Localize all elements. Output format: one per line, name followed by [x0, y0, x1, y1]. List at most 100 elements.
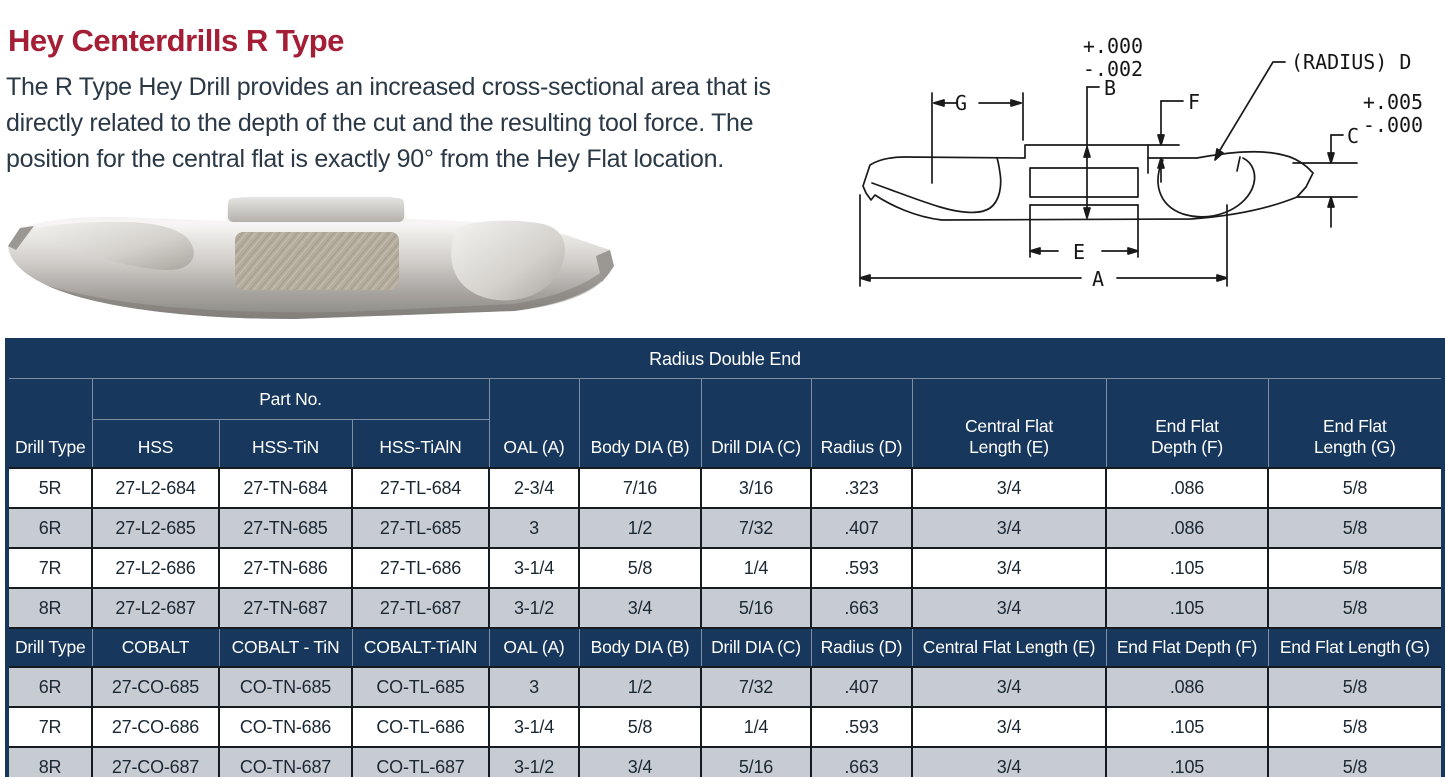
table-cell: .086 [1105, 507, 1269, 549]
group-header-part-no: Part No. [91, 378, 490, 420]
table-header-cobalt: Drill Type COBALT COBALT - TiN COBALT-Ti… [6, 627, 1444, 668]
col-header-end-flat-depth: End Flat Depth (F) [1105, 627, 1269, 668]
table-cell: 2-3/4 [488, 467, 580, 509]
dim-label-e: E [1073, 240, 1085, 264]
table-cell: 5/8 [1266, 706, 1445, 748]
table-cell: 1/2 [578, 666, 702, 708]
table-cell: 8R [6, 587, 93, 629]
spec-table-container: Radius Double End Drill Type Part No. OA… [5, 338, 1445, 777]
table-cell: 5/8 [1266, 547, 1445, 589]
table-cell: 27-L2-687 [91, 587, 220, 629]
table-cell: .105 [1105, 706, 1269, 748]
col-header-body-dia: Body DIA (B) [578, 378, 702, 469]
table-cell: CO-TL-687 [351, 746, 490, 777]
tol-b-plus: +.000 [1083, 34, 1143, 58]
table-row: 8R 27-CO-687 CO-TN-687 CO-TL-687 3-1/2 3/4 5/1… [6, 746, 1445, 777]
table-cell: 5/8 [1266, 746, 1445, 777]
table-cell: 3/4 [911, 467, 1107, 509]
dim-label-b: B [1104, 76, 1116, 100]
radius-d-label: (RADIUS) D [1291, 50, 1411, 74]
table-row: 5R 27-L2-684 27-TN-684 27-TL-684 2-3/4 7/16 3/… [6, 467, 1445, 509]
table-cell: 27-CO-685 [91, 666, 220, 708]
table-cell: 3/4 [911, 706, 1107, 748]
col-header-drill-type: Drill Type [6, 627, 93, 668]
table-cell: 3/4 [911, 666, 1107, 708]
tol-d-minus: -.000 [1363, 113, 1423, 137]
table-cell: 5R [6, 467, 93, 509]
col-header-hss-tin: HSS-TiN [218, 419, 353, 469]
table-cell: CO-TN-687 [218, 746, 353, 777]
table-cell: 3 [488, 666, 580, 708]
table-cell: 7R [6, 547, 93, 589]
table-cell: 27-TN-684 [218, 467, 353, 509]
table-cell: 27-CO-687 [91, 746, 220, 777]
col-header-cobalt-tin: COBALT - TiN [218, 627, 353, 668]
table-cell: 3/4 [911, 507, 1107, 549]
table-cell: 3/4 [911, 746, 1107, 777]
table-cell: 3-1/4 [488, 547, 580, 589]
col-header-hss: HSS [91, 419, 220, 469]
table-cell: 6R [6, 666, 93, 708]
table-cell: 5/8 [578, 706, 702, 748]
col-header-central-flat: Central Flat Length (E) [911, 627, 1107, 668]
table-cell: 27-L2-685 [91, 507, 220, 549]
table-row: 8R 27-L2-687 27-TN-687 27-TL-687 3-1/2 3/4 5/1… [6, 587, 1445, 629]
tol-b-minus: -.002 [1083, 57, 1143, 81]
table-cell: .407 [810, 507, 913, 549]
col-header-drill-dia: Drill DIA (C) [700, 378, 812, 469]
table-cell: 8R [6, 746, 93, 777]
col-header-oal: OAL (A) [488, 627, 580, 668]
table-title: Radius Double End [6, 339, 1444, 379]
table-cell: 5/8 [578, 547, 702, 589]
table-cell: .593 [810, 706, 913, 748]
table-cell: 3/4 [578, 587, 702, 629]
dim-label-g: G [955, 91, 967, 115]
table-cell: 27-TN-687 [218, 587, 353, 629]
table-cell: .105 [1105, 746, 1269, 777]
table-cell: .086 [1105, 467, 1269, 509]
table-row: 6R 27-L2-685 27-TN-685 27-TL-685 3 1/2 7/32.40… [6, 507, 1445, 549]
table-cell: 3-1/2 [488, 587, 580, 629]
dim-label-c: C [1347, 124, 1359, 148]
table-row: 7R 27-L2-686 27-TN-686 27-TL-686 3-1/4 5/8 1/4… [6, 547, 1445, 589]
table-cell: CO-TL-686 [351, 706, 490, 748]
table-cell: 1/2 [578, 507, 702, 549]
table-cell: CO-TN-686 [218, 706, 353, 748]
left-flute [871, 157, 1002, 214]
col-header-end-flat-depth: End Flat Depth (F) [1105, 378, 1269, 469]
table-cell: 5/8 [1266, 507, 1445, 549]
col-header-radius: Radius (D) [810, 378, 913, 469]
table-cell: 27-TL-685 [351, 507, 490, 549]
table-cell: .407 [810, 666, 913, 708]
table-cell: 7/16 [578, 467, 702, 509]
table-cell: 3-1/4 [488, 706, 580, 748]
table-cell: 5/16 [700, 746, 812, 777]
col-header-end-flat-length: End Flat Length (G) [1267, 627, 1444, 668]
table-cell: 6R [6, 507, 93, 549]
table-cell: 1/4 [700, 547, 812, 589]
page-title: Hey Centerdrills R Type [8, 22, 344, 58]
table-cell: 1/4 [700, 706, 812, 748]
col-header-cobalt-tialn: COBALT-TiAlN [351, 627, 490, 668]
dimension-diagram: G B F C E A (RADIUS) D +.000 -.002 +.005… [859, 34, 1423, 291]
table-row: 7R 27-CO-686 CO-TN-686 CO-TL-686 3-1/4 5/8 1/4… [6, 706, 1445, 748]
table-cell: 5/8 [1266, 666, 1445, 708]
table-cell: 27-TL-686 [351, 547, 490, 589]
col-header-drill-type: Drill Type [6, 378, 93, 469]
col-header-cobalt: COBALT [91, 627, 220, 668]
table-cell: .593 [810, 547, 913, 589]
table-cell: 27-TN-686 [218, 547, 353, 589]
product-description: The R Type Hey Drill provides an increas… [6, 73, 771, 173]
col-header-drill-dia: Drill DIA (C) [700, 627, 812, 668]
table-cell: 27-L2-684 [91, 467, 220, 509]
table-cell: 27-TN-685 [218, 507, 353, 549]
product-photo [8, 197, 614, 319]
table-cell: 3/4 [911, 587, 1107, 629]
col-header-body-dia: Body DIA (B) [578, 627, 702, 668]
table-cell: 27-TL-687 [351, 587, 490, 629]
table-cell: 3/16 [700, 467, 812, 509]
table-cell: 3/4 [911, 547, 1107, 589]
table-cell: .323 [810, 467, 913, 509]
col-header-oal: OAL (A) [488, 378, 580, 469]
col-header-radius: Radius (D) [810, 627, 913, 668]
